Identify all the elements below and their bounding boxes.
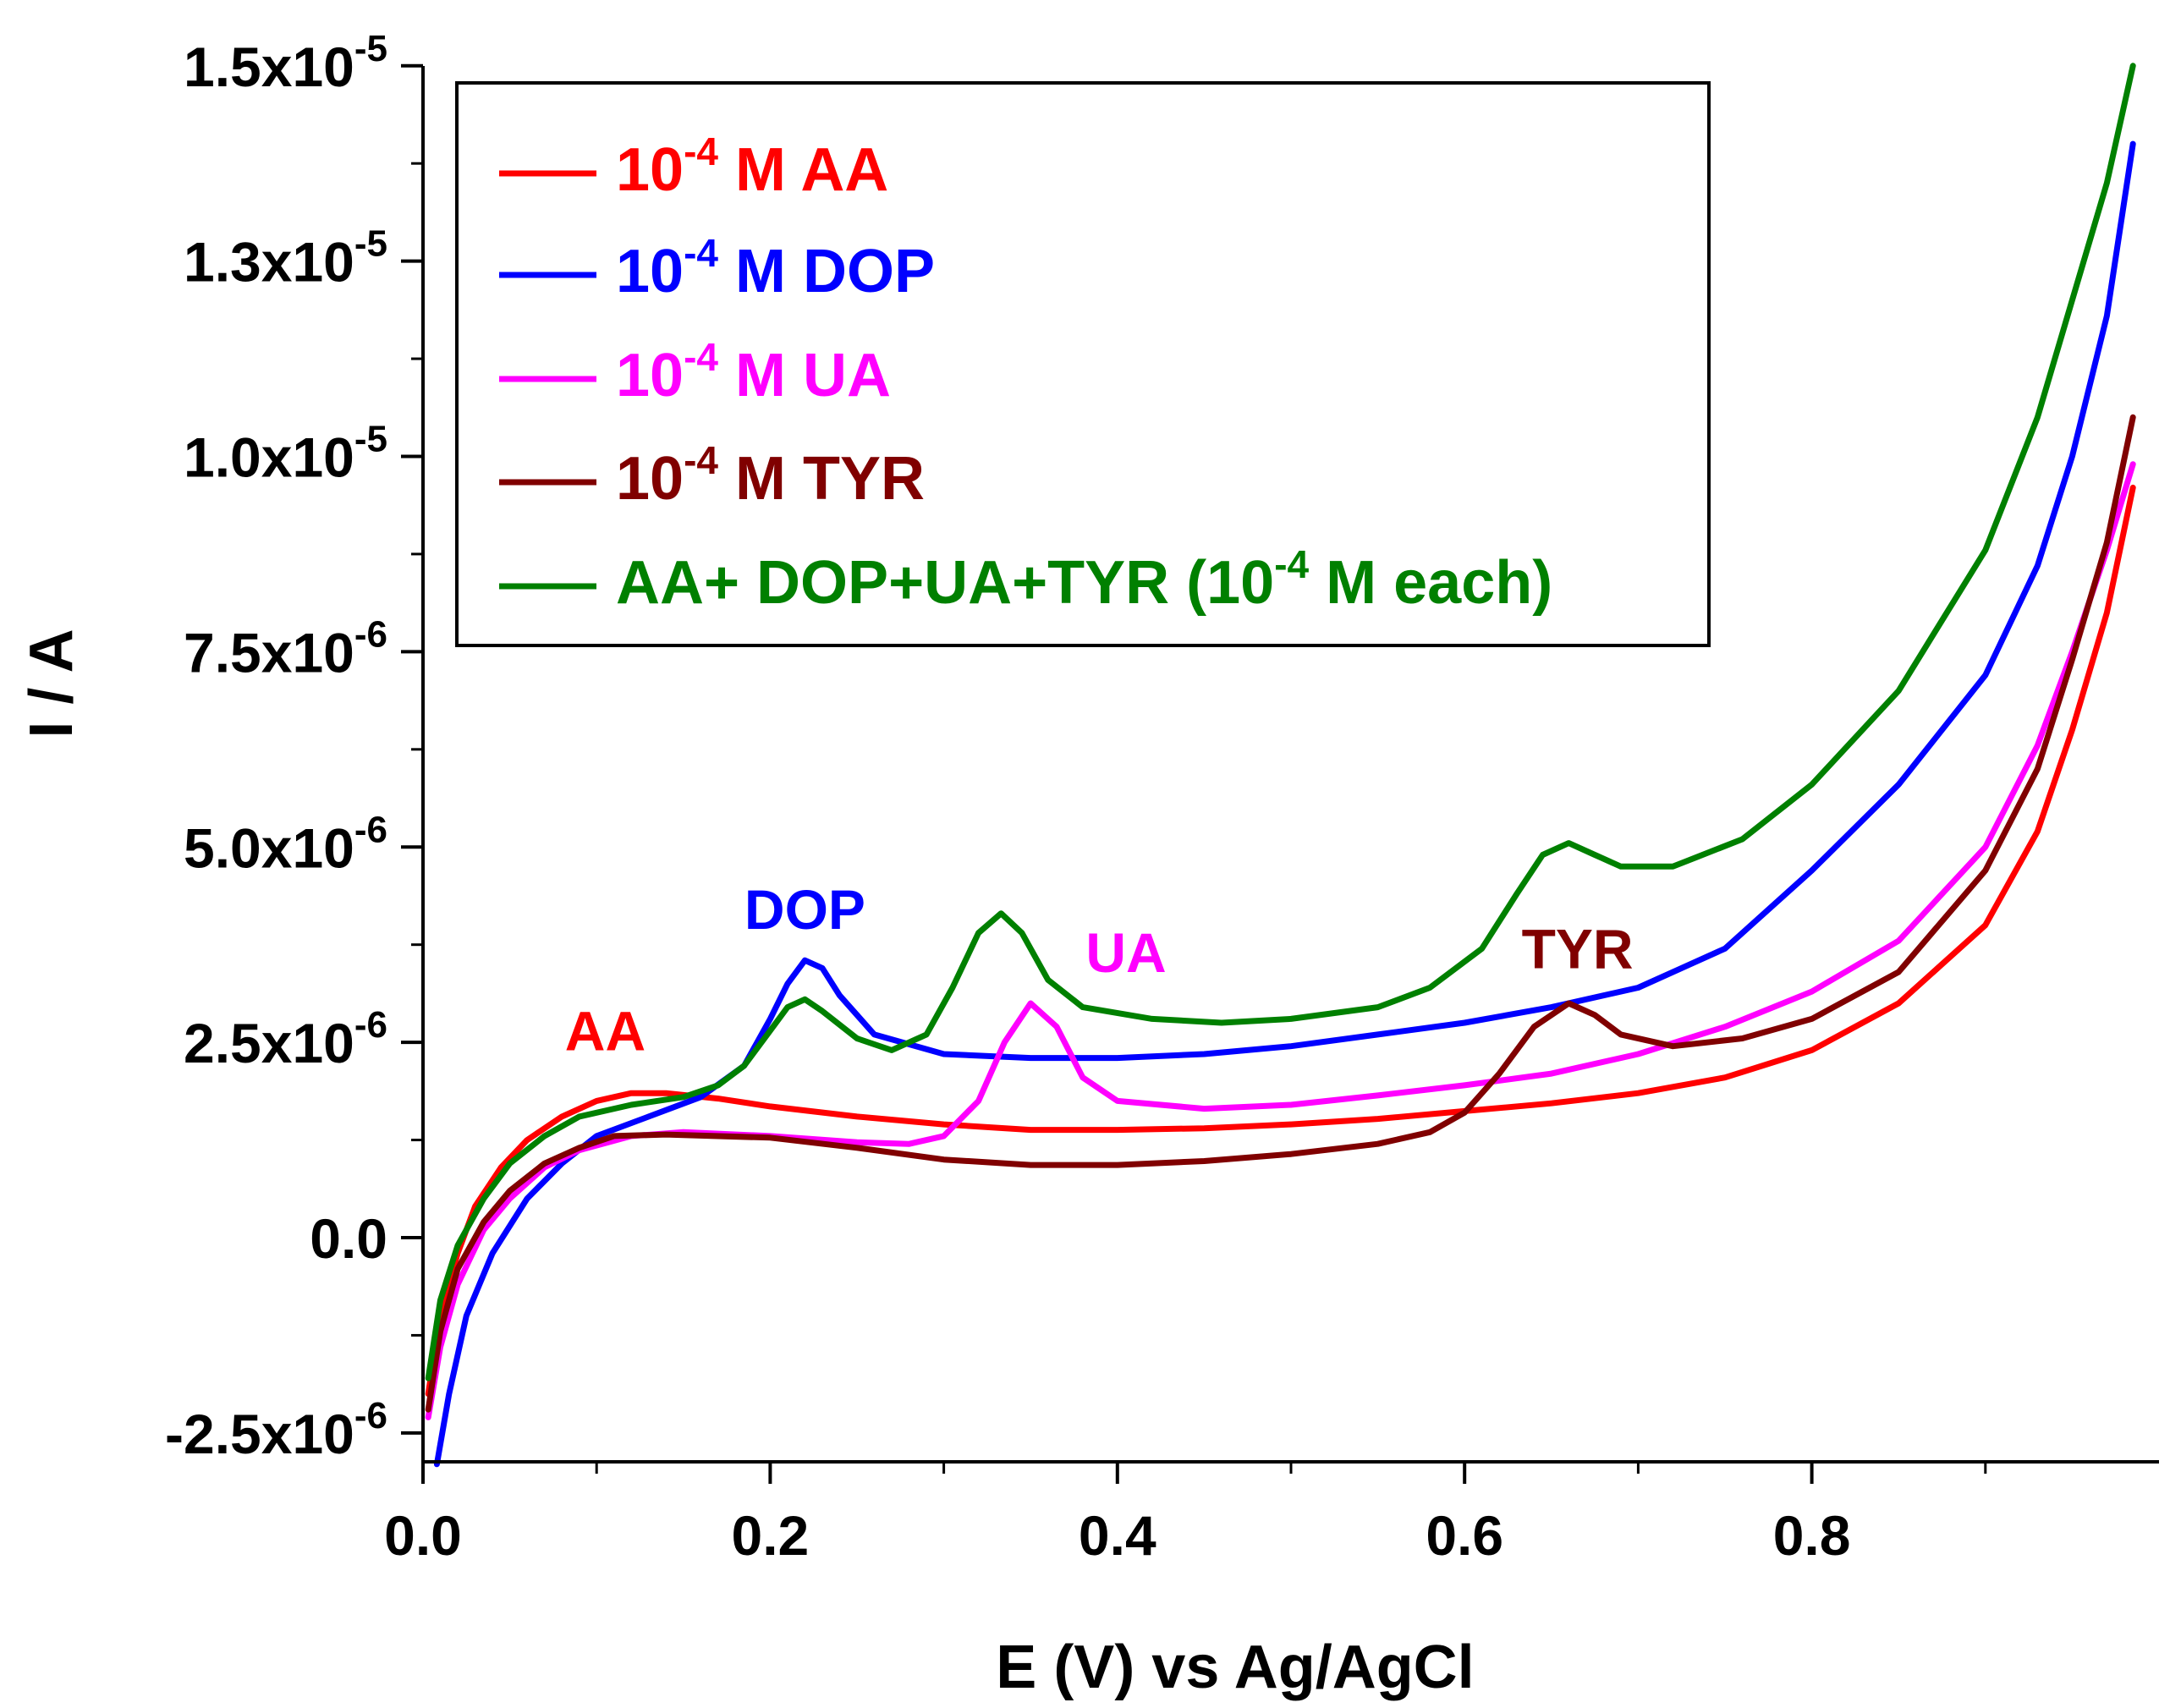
legend-label-1: 10-4 M AA: [616, 129, 888, 204]
y-tick-label-7: -2.5x10-6: [165, 1395, 387, 1465]
series-layer: [425, 63, 2136, 1468]
y-tick-label-0: 1.5x10-5: [184, 28, 387, 98]
x-tick-label-3: 0.6: [1426, 1504, 1503, 1567]
annotation-tyr: TYR: [1522, 917, 1634, 980]
annotation-ua: UA: [1085, 921, 1166, 984]
y-tick-label-3: 7.5x10-6: [184, 613, 387, 684]
y-tick-label-1: 1.3x10-5: [184, 223, 387, 294]
annotation-aa: AA: [565, 999, 646, 1062]
legend-box: [455, 81, 1711, 647]
y-tick-label-5: 2.5x10-6: [184, 1004, 387, 1074]
legend-label-3: 10-4 M UA: [616, 335, 891, 409]
series-line-1: [425, 484, 2136, 1398]
y-axis-title: I / A: [18, 629, 85, 738]
y-tick-label-2: 1.0x10-5: [184, 419, 387, 489]
y-tick-label-4: 5.0x10-6: [184, 809, 387, 879]
annotation-layer: AA DOP UA TYR: [565, 878, 1634, 1062]
series-line-4: [425, 414, 2136, 1413]
axes-layer: 0.0 0.2 0.4 0.6 0.8 1.5x10-5 1.3x10-5 1.0x10-5 7…: [165, 28, 2159, 1567]
x-tick-label-2: 0.4: [1079, 1504, 1156, 1567]
legend-label-2: 10-4 M DOP: [616, 231, 935, 305]
series-line-5: [425, 63, 2136, 1381]
legend-label-5: AA+ DOP+UA+TYR (10-4 M each): [616, 542, 1552, 617]
legend: 10-4 M AA 10-4 M DOP 10-4 M UA 10-4 M TYR AA…: [455, 81, 1711, 647]
x-tick-label-1: 0.2: [732, 1504, 810, 1567]
annotation-dop: DOP: [744, 878, 865, 941]
series-line-3: [425, 461, 2136, 1420]
x-tick-label-4: 0.8: [1773, 1504, 1851, 1567]
legend-label-4: 10-4 M TYR: [616, 438, 925, 513]
x-tick-label-0: 0.0: [384, 1504, 462, 1567]
y-tick-label-6: 0.0: [310, 1207, 387, 1270]
x-axis-title: E (V) vs Ag/AgCl: [996, 1634, 1474, 1701]
